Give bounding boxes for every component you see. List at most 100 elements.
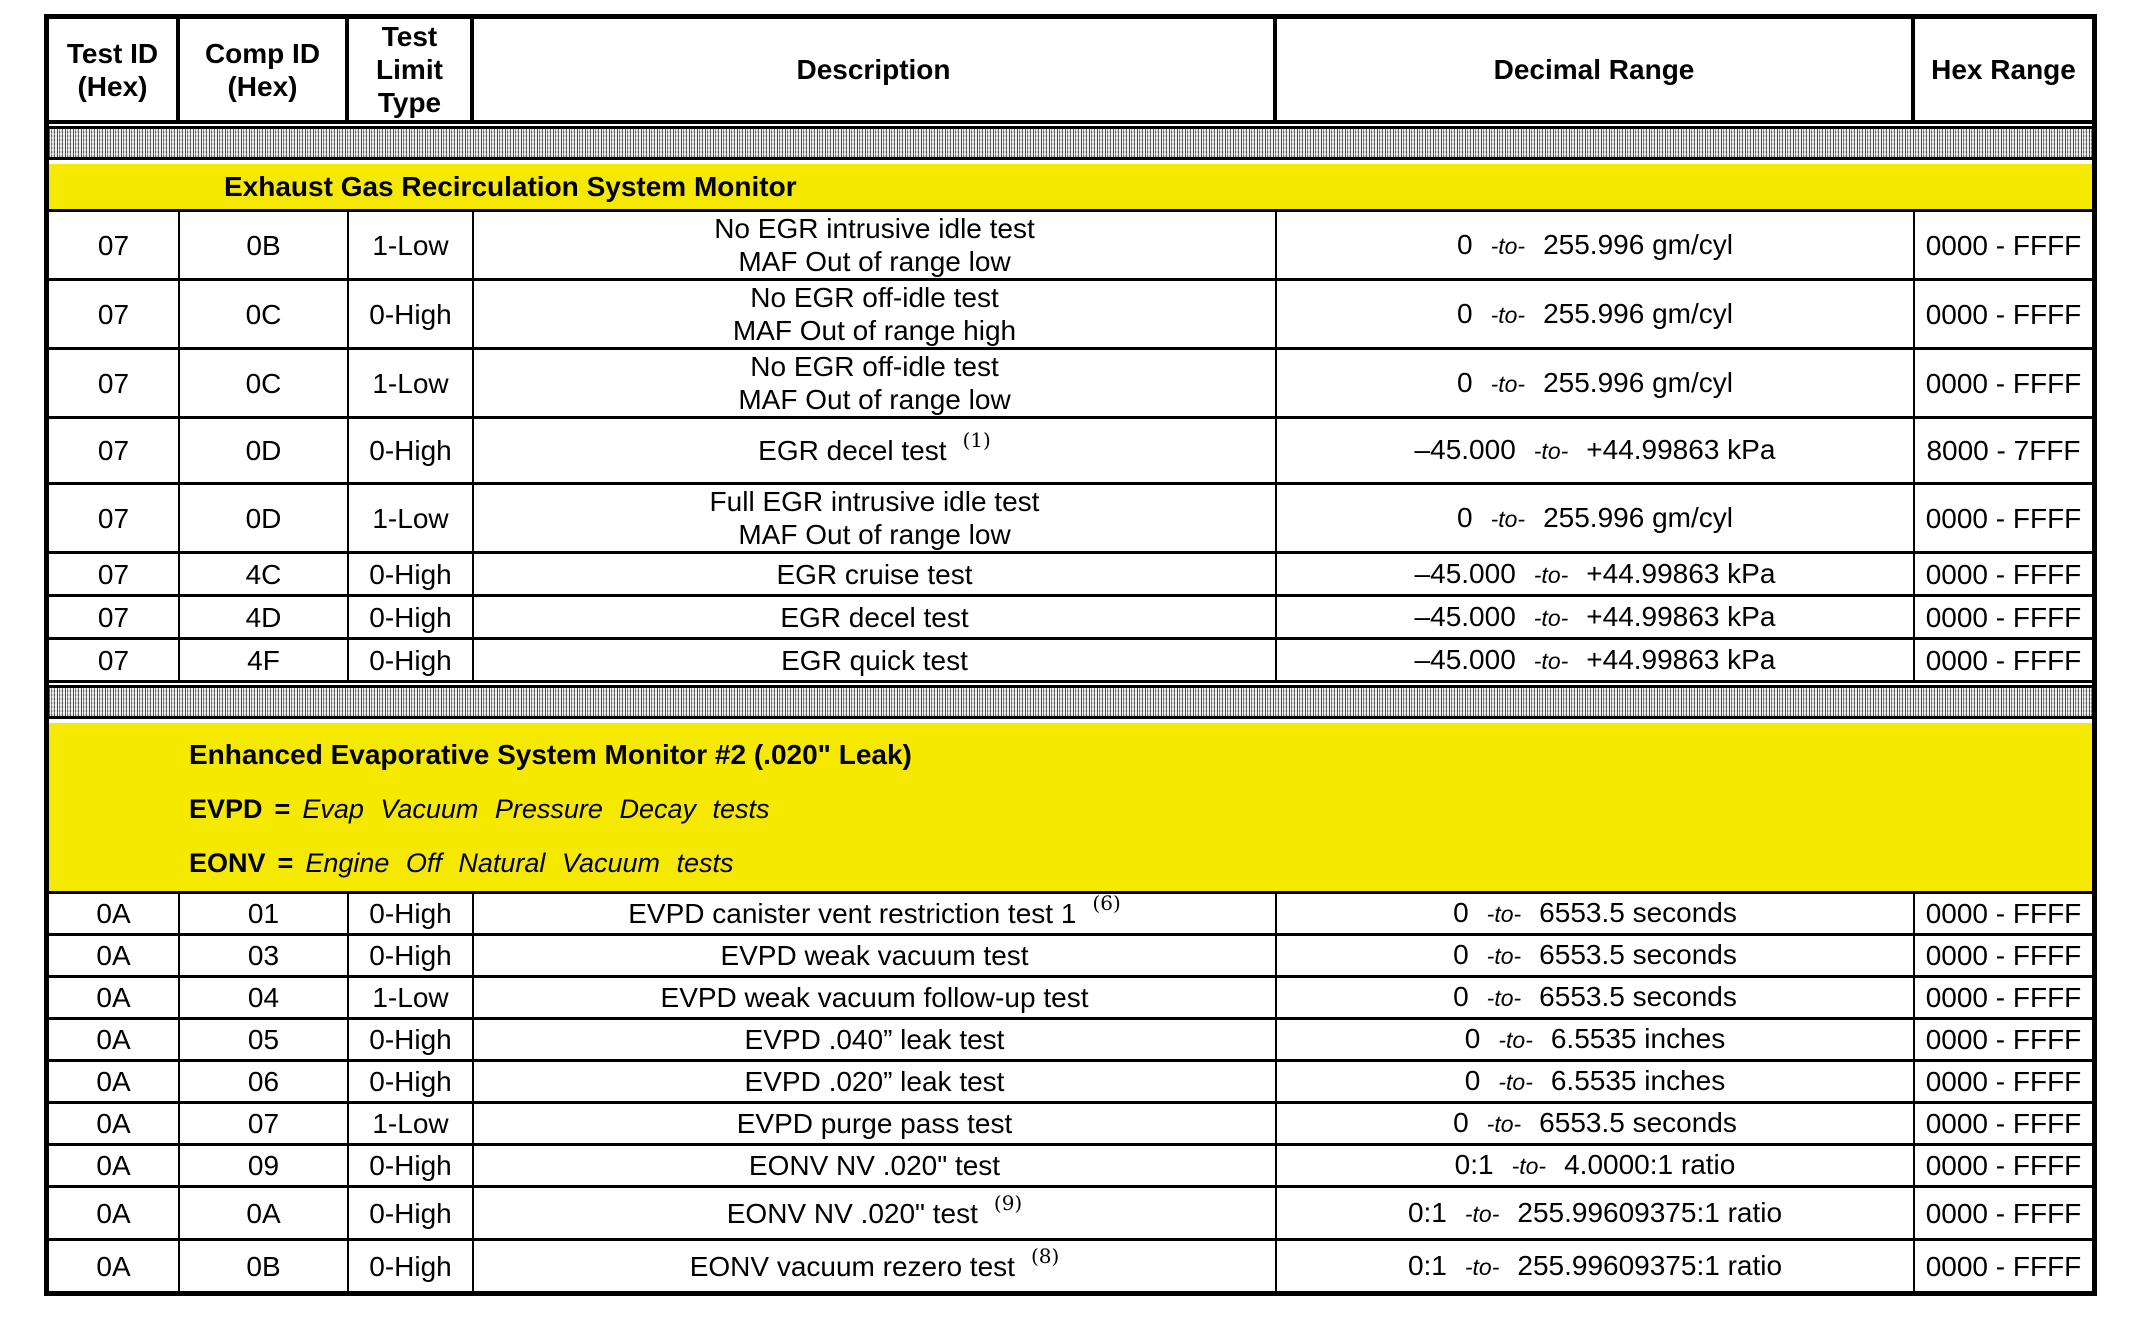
decimal-min: –45.000 <box>1414 434 1516 465</box>
decimal-range-cell: 0 -to- 255.996 gm/cyl <box>1277 212 1915 278</box>
header-comp-id: Comp ID (Hex) <box>180 19 349 120</box>
hex-range-cell: 0000 - FFFF <box>1915 1104 2092 1143</box>
separator-gap <box>49 719 2092 723</box>
limit-type-cell: 1-Low <box>349 212 474 278</box>
test-id-cell: 07 <box>49 419 180 482</box>
comp-id-cell: 4D <box>180 597 349 637</box>
description-text: MAF Out of range low <box>738 384 1011 415</box>
decimal-max: +44.99863 kPa <box>1586 643 1776 675</box>
decimal-range-cell: 0 -to- 6.5535 inches <box>1277 1062 1915 1101</box>
decimal-range-value: –45.000 -to- +44.99863 kPa <box>1415 643 1776 678</box>
description-cell: No EGR intrusive idle test MAF Out of ran… <box>474 212 1277 278</box>
to-separator: -to- <box>1498 1069 1533 1095</box>
description-cell: EONV NV .020" test <box>474 1146 1277 1185</box>
test-id-cell: 07 <box>49 281 180 347</box>
description-cell: EVPD canister vent restriction test 1 (6) <box>474 891 1277 933</box>
hex-range-value: 0000 - FFFF <box>1925 601 2082 633</box>
header-line: Test ID <box>66 37 159 69</box>
decimal-min: –45.000 <box>1414 557 1516 589</box>
table-body: Exhaust Gas Recirculation System Monitor… <box>49 126 2092 1291</box>
decimal-max: +44.99863 kPa <box>1586 600 1776 632</box>
comp-id-cell: 0C <box>180 350 349 416</box>
table-row: 0A 09 0-High EONV NV .020" test 0:1 -to- 4.000… <box>49 1146 2092 1188</box>
test-id-cell: 0A <box>49 1104 180 1143</box>
decimal-range-cell: 0:1 -to- 255.99609375:1 ratio <box>1277 1188 1915 1238</box>
description-line: EONV NV .020" test <box>749 1149 1000 1182</box>
limit-type-cell: 0-High <box>349 1188 474 1238</box>
decimal-range-value: 0 -to- 6553.5 seconds <box>1453 938 1737 973</box>
section-separator-band <box>49 126 2092 160</box>
test-id-cell: 07 <box>49 640 180 680</box>
decimal-range-value: 0:1 -to- 4.0000:1 ratio <box>1455 1148 1736 1183</box>
obd-test-table: Test ID (Hex) Comp ID (Hex) Test Limit T… <box>44 14 2097 1296</box>
description-cell: EGR decel test (1) <box>474 419 1277 482</box>
decimal-max: 6553.5 seconds <box>1539 897 1737 928</box>
description-cell: EGR quick test <box>474 640 1277 680</box>
decimal-range-value: 0:1 -to- 255.99609375:1 ratio <box>1408 1249 1782 1284</box>
table-row: 0A 06 0-High EVPD .020” leak test 0 -to- 6.553… <box>49 1062 2092 1104</box>
hex-range-value: 0000 - FFFF <box>1925 1108 2082 1139</box>
decimal-min: 0 <box>1457 297 1473 329</box>
description-text: EGR cruise test <box>776 558 973 590</box>
decimal-min: 0 <box>1457 501 1473 533</box>
decimal-range-cell: 0 -to- 255.996 gm/cyl <box>1277 281 1915 347</box>
comp-id-cell: 0B <box>180 212 349 278</box>
hex-range-cell: 0000 - FFFF <box>1915 1062 2092 1101</box>
limit-type-cell: 0-High <box>349 1062 474 1101</box>
description-cell: EVPD .020” leak test <box>474 1062 1277 1101</box>
decimal-range-value: –45.000 -to- +44.99863 kPa <box>1415 600 1776 635</box>
description-line: EVPD canister vent restriction test 1 (6) <box>628 891 1121 929</box>
test-id-cell: 07 <box>49 554 180 594</box>
description-cell: EGR decel test <box>474 597 1277 637</box>
decimal-max: +44.99863 kPa <box>1586 434 1776 465</box>
test-id-cell: 0A <box>49 978 180 1017</box>
description-line: EONV vacuum rezero test (8) <box>689 1243 1060 1282</box>
description-line: EONV NV .020" test (9) <box>726 1190 1023 1229</box>
description-line: No EGR off-idle test <box>750 281 998 314</box>
to-separator: -to- <box>1486 943 1522 969</box>
description-text: No EGR intrusive idle test <box>714 213 1035 244</box>
decimal-max: 4.0000:1 ratio <box>1564 1149 1736 1180</box>
to-separator: -to- <box>1498 1027 1533 1053</box>
description-text: MAF Out of range low <box>738 519 1011 550</box>
to-separator: -to- <box>1464 1253 1500 1280</box>
limit-type-cell: 0-High <box>349 1020 474 1059</box>
hex-range-cell: 0000 - FFFF <box>1915 597 2092 637</box>
to-separator: -to- <box>1533 604 1569 631</box>
header-line: Description <box>796 54 951 85</box>
description-cell: EVPD weak vacuum follow-up test <box>474 978 1277 1017</box>
hex-range-cell: 0000 - FFFF <box>1915 281 2092 347</box>
decimal-max: +44.99863 kPa <box>1586 557 1776 589</box>
decimal-max: 255.99609375:1 ratio <box>1517 1249 1783 1281</box>
decimal-max: 6553.5 seconds <box>1539 1107 1737 1138</box>
table-row: 07 0B 1-Low No EGR intrusive idle test MAF O… <box>49 212 2092 281</box>
hex-range-value: 0000 - FFFF <box>1925 1024 2082 1055</box>
limit-type-cell: 0-High <box>349 1241 474 1291</box>
decimal-range-cell: 0 -to- 255.996 gm/cyl <box>1277 350 1915 416</box>
decimal-range-value: –45.000 -to- +44.99863 kPa <box>1415 433 1776 468</box>
decimal-max: 255.996 gm/cyl <box>1543 501 1733 533</box>
limit-type-cell: 0-High <box>349 281 474 347</box>
decimal-range-cell: –45.000 -to- +44.99863 kPa <box>1277 597 1915 637</box>
description-line: MAF Out of range low <box>738 245 1010 278</box>
decimal-min: –45.000 <box>1414 643 1516 675</box>
comp-id-cell: 0D <box>180 485 349 551</box>
decimal-min: 0 <box>1457 366 1473 398</box>
decimal-max: 255.99609375:1 ratio <box>1517 1196 1783 1228</box>
decimal-min: 0 <box>1464 1023 1481 1054</box>
description-cell: No EGR off-idle test MAF Out of range hig… <box>474 281 1277 347</box>
header-description: Description <box>474 19 1277 120</box>
decimal-range-cell: 0 -to- 6553.5 seconds <box>1277 894 1915 933</box>
hex-range-cell: 0000 - FFFF <box>1915 212 2092 278</box>
description-text: MAF Out of range high <box>732 315 1017 346</box>
hex-range-value: 8000 - 7FFF <box>1926 435 2081 466</box>
description-text: Full EGR intrusive idle test <box>709 486 1040 517</box>
description-cell: No EGR off-idle test MAF Out of range low <box>474 350 1277 416</box>
description-line: EGR quick test <box>781 644 968 677</box>
table-row: 07 0D 0-High EGR decel test (1) –45.000 -to- +4… <box>49 419 2092 485</box>
hex-range-value: 0000 - FFFF <box>1925 898 2082 929</box>
description-line: MAF Out of range low <box>738 383 1010 416</box>
limit-type-cell: 0-High <box>349 419 474 482</box>
header-line: (Hex) <box>77 70 148 102</box>
description-text: No EGR off-idle test <box>750 282 999 313</box>
